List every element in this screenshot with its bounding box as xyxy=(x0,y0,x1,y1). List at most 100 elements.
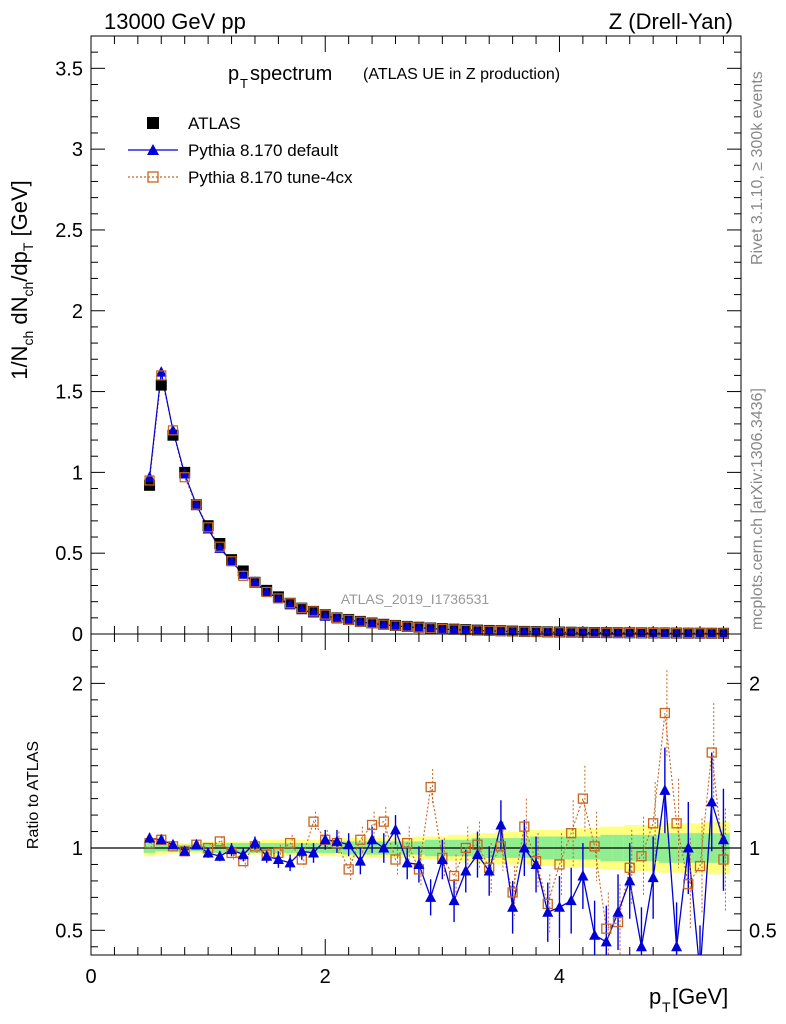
tune-point xyxy=(355,616,366,627)
ratio-default-point xyxy=(249,837,261,848)
ratio-tune-point xyxy=(554,859,565,870)
default-point xyxy=(202,522,214,534)
x-label-unit: [GeV] xyxy=(672,984,728,1009)
tune-point xyxy=(612,627,624,638)
default-point xyxy=(483,624,495,636)
default-point xyxy=(717,627,729,638)
default-point xyxy=(624,626,636,638)
ratio-tune-point xyxy=(448,870,460,882)
ratio-default-point xyxy=(155,833,167,845)
ratio-default-point xyxy=(565,894,577,906)
ratio-default-point xyxy=(436,853,448,865)
tune-point xyxy=(273,593,284,604)
ratio-default-point xyxy=(577,869,589,881)
tune-point xyxy=(156,370,167,381)
default-point xyxy=(436,623,448,634)
ratio-default-point xyxy=(706,795,718,807)
ratio-y-tick-label: 2 xyxy=(72,673,83,695)
ratio-tune-point xyxy=(648,818,659,829)
tune-point xyxy=(226,556,237,567)
default-point xyxy=(471,624,483,636)
tune-point xyxy=(378,619,389,630)
ratio-default-point xyxy=(460,865,472,876)
header-left: 13000 GeV pp xyxy=(104,9,246,34)
ratio-y-axis-label: Ratio to ATLAS xyxy=(25,741,42,849)
tune-point xyxy=(249,577,261,588)
tune-point xyxy=(425,623,436,634)
ratio-default-point xyxy=(682,842,694,853)
ratio-default-point xyxy=(401,856,413,868)
y-tick-label: 1.5 xyxy=(55,382,83,404)
default-point xyxy=(214,542,226,553)
default-point xyxy=(671,627,683,638)
default-point xyxy=(425,622,437,634)
ratio-default-point xyxy=(190,838,202,850)
ratio-tune-point xyxy=(296,854,307,865)
legend-marker-default xyxy=(147,144,159,155)
tune-point xyxy=(343,614,354,625)
default-point xyxy=(401,620,413,632)
ratio-default-point xyxy=(425,891,437,902)
ratio-default-point xyxy=(483,865,495,876)
x-tick-label: 0 xyxy=(85,966,96,988)
ratio-tune-point xyxy=(425,781,436,793)
default-point xyxy=(226,555,238,566)
x-axis-label: p T [GeV] xyxy=(649,984,728,1015)
ratio-tune-point xyxy=(402,837,413,849)
ratio-tune-point xyxy=(460,842,471,854)
default-point xyxy=(296,603,308,615)
ratio-default-point xyxy=(366,833,378,845)
ratio-series xyxy=(144,670,729,955)
ratio-default-line xyxy=(149,790,725,955)
ratio-default-point xyxy=(612,906,624,917)
ratio-default-point xyxy=(518,842,530,853)
ratio-x-axis: 0 2 4 xyxy=(85,634,724,988)
tune-point xyxy=(566,627,577,638)
ratio-tune-point xyxy=(671,818,682,829)
ratio-default-point xyxy=(413,858,425,869)
tune-point xyxy=(320,609,331,620)
legend-marker-atlas xyxy=(147,117,159,129)
tune-point xyxy=(659,627,670,639)
ratio-default-point xyxy=(214,850,226,861)
x-tick-label: 4 xyxy=(554,966,565,988)
title-sub-t: T xyxy=(240,76,248,91)
ratio-default-point xyxy=(600,935,612,947)
ratio-plot-panel: 0.5 0.5 1 1 2 2 0 2 4 Ratio to ATLAS xyxy=(25,633,777,988)
tune-point xyxy=(636,627,647,639)
ratio-default-point xyxy=(530,858,542,869)
default-point xyxy=(694,627,706,638)
tune-point xyxy=(519,626,530,637)
ratio-default-point xyxy=(717,833,729,845)
default-point xyxy=(682,627,694,638)
default-point xyxy=(413,621,425,633)
legend-label-default: Pythia 8.170 default xyxy=(188,141,339,160)
tune-point xyxy=(214,541,225,552)
ratio-tune-point xyxy=(636,851,647,862)
title-p: p xyxy=(228,63,239,85)
main-x-axis-ticks xyxy=(90,36,724,634)
tune-point xyxy=(167,425,179,436)
ratio-default-point xyxy=(296,845,308,856)
default-point xyxy=(261,585,273,597)
default-point xyxy=(612,626,624,638)
ratio-default-point xyxy=(553,901,565,912)
ratio-default-point xyxy=(390,823,402,835)
ratio-tune-point xyxy=(683,879,694,890)
ratio-default-point xyxy=(261,850,273,861)
ratio-default-point xyxy=(659,784,671,795)
ratio-clipped-group xyxy=(144,670,729,955)
ratio-default-point xyxy=(308,846,320,858)
default-point xyxy=(507,625,519,637)
main-y-axis: 0 0.5 1 1.5 2 2.5 3 3.5 xyxy=(55,51,741,646)
tune-point xyxy=(191,499,202,510)
default-point xyxy=(343,613,355,625)
default-point xyxy=(354,615,366,627)
ratio-tune-point xyxy=(566,828,577,839)
legend-marker-tune xyxy=(147,171,159,183)
rivet-version-text: Rivet 3.1.10, ≥ 300k events xyxy=(749,71,766,265)
ratio-tune-point xyxy=(366,819,378,831)
default-point xyxy=(589,626,601,638)
default-point xyxy=(167,424,179,435)
legend-label-atlas: ATLAS xyxy=(188,114,241,133)
